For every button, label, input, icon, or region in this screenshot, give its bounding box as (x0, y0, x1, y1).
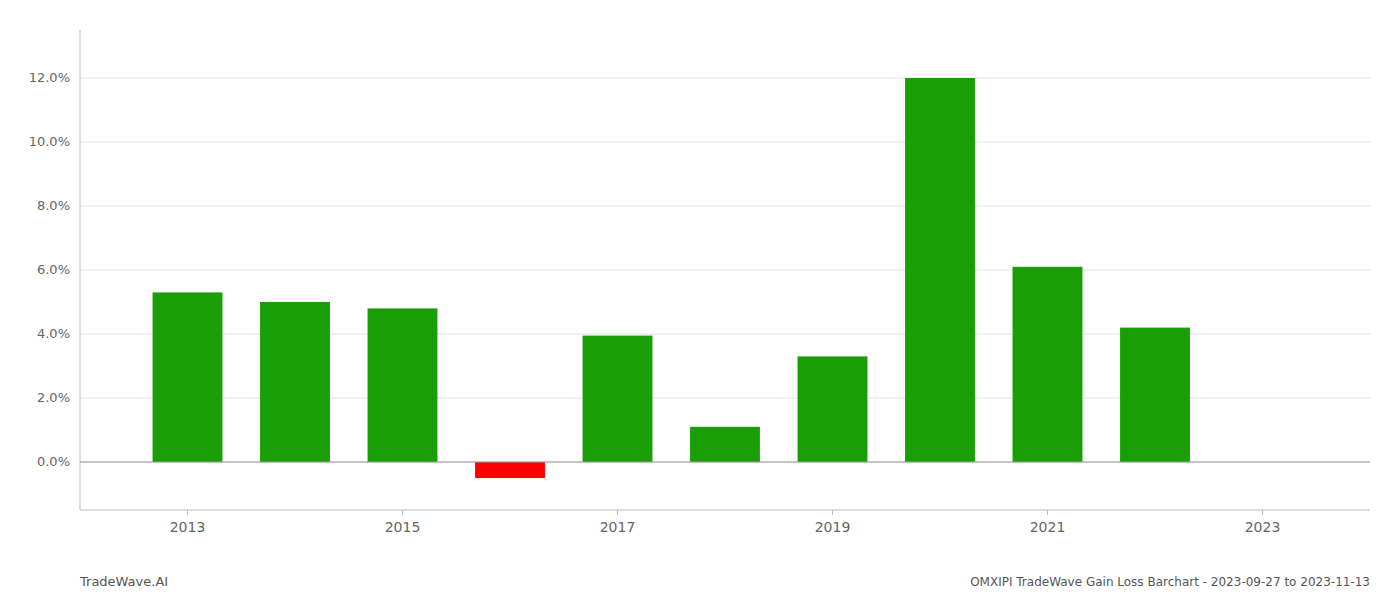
y-tick-label: 6.0% (37, 262, 70, 277)
x-tick (832, 510, 833, 515)
y-axis-line (80, 30, 81, 510)
grid-line (80, 270, 1370, 271)
bars (153, 78, 1190, 478)
bar (583, 336, 653, 462)
x-tick (402, 510, 403, 515)
y-grid (80, 78, 1370, 462)
chart-svg: 0.0%2.0%4.0%6.0%8.0%10.0%12.0%2013201520… (0, 0, 1400, 600)
x-tick (617, 510, 618, 515)
y-tick-label: 2.0% (37, 390, 70, 405)
bar (905, 78, 975, 462)
bar (260, 302, 330, 462)
x-tick (1047, 510, 1048, 515)
y-tick-label: 0.0% (37, 454, 70, 469)
x-axis: 2013 2015 2017 2019 2021 2023 (80, 510, 1370, 535)
chart-container: 0.0%2.0%4.0%6.0%8.0%10.0%12.0%2013201520… (0, 0, 1400, 600)
y-tick-label: 10.0% (29, 134, 70, 149)
y-tick-label: 4.0% (37, 326, 70, 341)
footer-annotation: TradeWave.AI (79, 574, 168, 589)
bar (368, 308, 438, 462)
x-tick (187, 510, 188, 515)
bar (153, 292, 223, 462)
bar (798, 356, 868, 462)
grid-line (80, 142, 1370, 143)
y-tick-label: 8.0% (37, 198, 70, 213)
grid-line (80, 78, 1370, 79)
bar (1120, 328, 1190, 462)
bar (690, 427, 760, 462)
grid-line (80, 206, 1370, 207)
bar (1013, 267, 1083, 462)
y-axis: 0.0% 2.0% 4.0% 6.0% 8.0% 10.0% 12.0% (29, 30, 80, 510)
bar (475, 462, 545, 478)
grid-line (80, 462, 1370, 463)
x-tick-label: 2017 (600, 519, 636, 535)
x-tick-label: 2013 (170, 519, 206, 535)
x-tick-label: 2015 (385, 519, 421, 535)
x-tick (1262, 510, 1263, 515)
x-axis-line (80, 510, 1370, 511)
x-tick-label: 2023 (1245, 519, 1281, 535)
x-tick-label: 2021 (1030, 519, 1066, 535)
zero-line (80, 462, 1370, 463)
y-tick-label: 12.0% (29, 70, 70, 85)
x-tick-label: 2019 (815, 519, 851, 535)
chart-title: OMXIPI TradeWave Gain Loss Barchart - 20… (970, 575, 1370, 589)
